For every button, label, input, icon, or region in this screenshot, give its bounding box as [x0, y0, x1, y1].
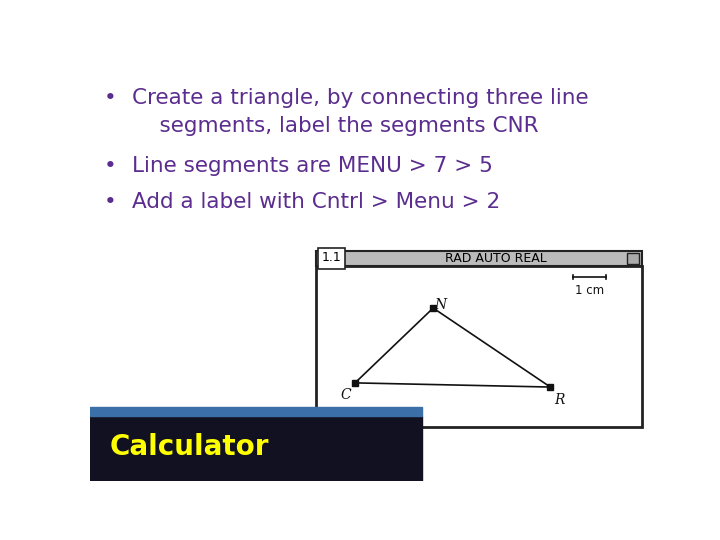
Text: segments, label the segments CNR: segments, label the segments CNR [132, 116, 539, 136]
Text: 1.1: 1.1 [322, 251, 341, 264]
Text: C: C [341, 388, 351, 402]
Text: Line segments are MENU > 7 > 5: Line segments are MENU > 7 > 5 [132, 156, 492, 176]
Bar [627, 253, 639, 265]
Text: •: • [104, 87, 117, 107]
Text: •: • [104, 192, 117, 212]
Text: •: • [104, 156, 117, 176]
Text: Calculator: Calculator [109, 433, 269, 461]
Bar [90, 416, 422, 481]
Bar [316, 251, 642, 266]
Text: Create a triangle, by connecting three line: Create a triangle, by connecting three l… [132, 87, 588, 107]
Bar [90, 407, 422, 416]
Text: N: N [434, 298, 446, 312]
Text: R: R [554, 393, 564, 407]
Text: 1 cm: 1 cm [575, 285, 604, 298]
Text: RAD AUTO REAL: RAD AUTO REAL [445, 252, 546, 265]
Bar [316, 266, 642, 427]
Text: Add a label with Cntrl > Menu > 2: Add a label with Cntrl > Menu > 2 [132, 192, 500, 212]
Bar [318, 248, 345, 268]
